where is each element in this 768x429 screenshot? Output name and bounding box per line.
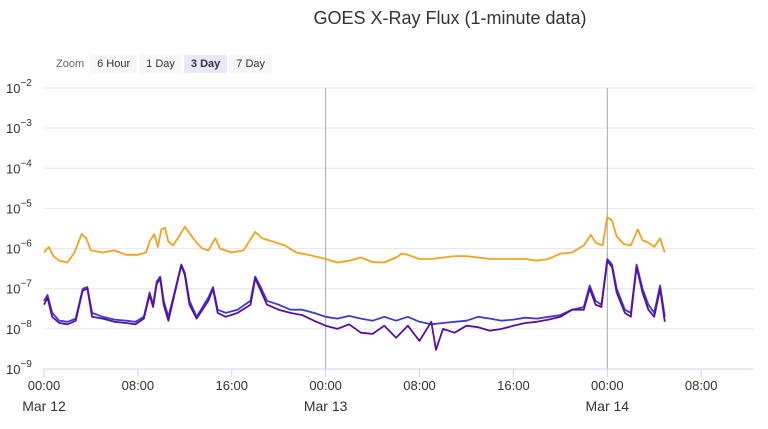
y-axis: 10−9 10−8 10−7 10−6 10−5 10−4 10−3 10−2 — [6, 78, 32, 377]
x-tick-label: 08:00 — [122, 378, 155, 393]
x-tick-label: 00:00 — [591, 378, 624, 393]
y-tick-label: 10−6 — [6, 239, 32, 257]
x-tick-label: 08:00 — [403, 378, 436, 393]
y-tick-label: 10−2 — [6, 78, 32, 96]
y-tick-label: 10−4 — [6, 158, 32, 176]
y-tick-label: 10−8 — [6, 319, 32, 337]
zoom-bar: Zoom 6 Hour 1 Day 3 Day 7 Day — [56, 54, 274, 74]
series-line-3 — [43, 259, 666, 351]
y-tick-label: 10−3 — [6, 118, 32, 136]
x-date-label: Mar 12 — [22, 398, 66, 414]
series-layer — [43, 216, 666, 351]
x-axis: 00:00 Mar 12 08:00 16:00 00:00 Mar 13 08:00 16:… — [22, 368, 754, 414]
zoom-1-day-button[interactable]: 1 Day — [139, 55, 182, 73]
y-tick-label: 10−9 — [6, 359, 32, 377]
series-line-1 — [43, 216, 666, 264]
x-tick-label: 16:00 — [215, 378, 248, 393]
zoom-7-day-button[interactable]: 7 Day — [229, 55, 273, 73]
x-date-label: Mar 14 — [586, 398, 630, 414]
x-tick-label: 00:00 — [309, 378, 342, 393]
zoom-6-hour-button[interactable]: 6 Hour — [90, 55, 138, 73]
series-line-2 — [43, 258, 666, 326]
grid-layer — [44, 87, 754, 370]
x-tick-label: 08:00 — [685, 378, 718, 393]
chart-title: GOES X-Ray Flux (1-minute data) — [313, 8, 587, 28]
zoom-3-day-button[interactable]: 3 Day — [183, 55, 228, 73]
zoom-label: Zoom — [56, 58, 85, 70]
y-tick-label: 10−5 — [6, 198, 32, 216]
y-tick-label: 10−7 — [6, 279, 32, 297]
x-date-label: Mar 13 — [304, 398, 348, 414]
x-tick-label: 16:00 — [497, 378, 530, 393]
x-tick-label: 00:00 — [28, 378, 61, 393]
